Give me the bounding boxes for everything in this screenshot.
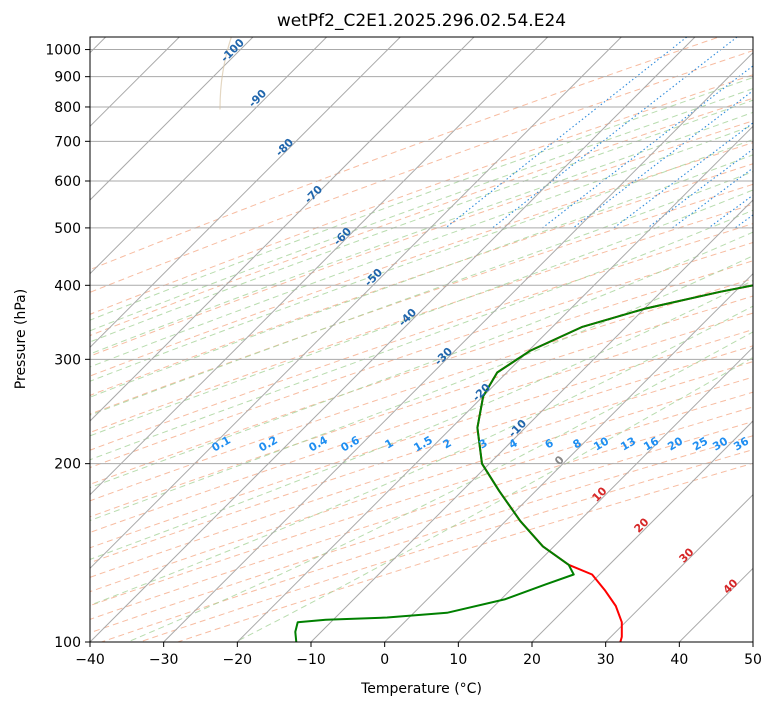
isotherm-line (605, 493, 753, 642)
x-tick-label: 40 (670, 652, 688, 668)
x-tick-label: 0 (380, 652, 389, 668)
dry-adiabat-line (90, 203, 753, 433)
isotherm-line (310, 199, 753, 642)
isotherm-line (90, 37, 328, 275)
moist-adiabat-line (90, 138, 753, 382)
plot-frame (89, 36, 754, 643)
x-axis-label: Temperature (°C) (360, 681, 482, 697)
dewpoint-profile-line (294, 284, 753, 642)
decorative-arc (219, 37, 233, 110)
moist-adiabat-line (127, 331, 753, 642)
y-axis-ticks: 100 200 300 400 500 600 700 800 900 1000 (45, 43, 90, 651)
dry-adiabat-line (90, 391, 753, 607)
isotherm-line (90, 37, 696, 642)
y-tick-label: 600 (54, 174, 81, 190)
isotherm-line (163, 51, 753, 642)
y-tick-label: 200 (54, 457, 81, 473)
y-tick-label: 300 (54, 352, 81, 368)
dry-adiabat-line (90, 295, 753, 518)
x-axis-ticks: −40 −30 −20 −10 0 10 20 30 40 50 (75, 642, 762, 668)
mixing-ratio-line (445, 37, 688, 229)
dry-adiabat-line (90, 74, 753, 315)
x-tick-label: −30 (149, 652, 179, 668)
moist-adiabat-line (90, 77, 753, 321)
mixing-ratio-line (542, 65, 753, 229)
dry-adiabat-line (90, 278, 753, 502)
isotherm-line (90, 37, 254, 201)
x-tick-label: 50 (744, 652, 762, 668)
y-tick-label: 900 (54, 70, 81, 86)
y-axis-label: Pressure (hPa) (13, 289, 29, 389)
dry-adiabat-line (90, 37, 721, 271)
isotherm-line (531, 420, 753, 642)
isotherm-line (90, 37, 475, 422)
isotherm-line (457, 346, 753, 642)
dry-adiabat-line (90, 97, 753, 337)
moist-adiabat-line (90, 124, 753, 368)
plot-area (90, 37, 753, 642)
dry-adiabat-line (90, 241, 753, 469)
y-tick-label: 500 (54, 221, 81, 237)
y-tick-label: 400 (54, 278, 81, 294)
x-tick-label: −20 (223, 652, 253, 668)
mixing-ratio-line (492, 37, 738, 229)
x-tick-label: −10 (296, 652, 326, 668)
y-tick-label: 100 (54, 635, 81, 651)
isotherm-line (236, 125, 753, 642)
y-tick-label: 1000 (45, 43, 81, 59)
x-tick-label: 20 (523, 652, 541, 668)
isotherm-line (384, 272, 753, 642)
moist-adiabat-line (90, 111, 753, 355)
isotherm-line (90, 37, 622, 570)
dry-adiabat-line (90, 329, 753, 549)
dry-adiabat-line (90, 183, 753, 415)
x-tick-label: −40 (75, 652, 105, 668)
y-tick-label: 700 (54, 134, 81, 150)
moist-adiabat-line (90, 99, 753, 343)
y-tick-label: 800 (54, 100, 81, 116)
moist-adiabat-line (90, 231, 753, 489)
moist-adiabat-line (90, 305, 753, 606)
isotherm-line (90, 37, 549, 496)
x-tick-label: 10 (449, 652, 467, 668)
mixing-ratio-line (613, 122, 753, 229)
isotherm-line (90, 37, 401, 349)
moist-adiabat-line (90, 171, 753, 416)
x-tick-label: 30 (597, 652, 615, 668)
chart-title: wetPf2_C2E1.2025.296.02.54.E24 (277, 11, 566, 31)
moist-adiabat-line (90, 189, 753, 437)
